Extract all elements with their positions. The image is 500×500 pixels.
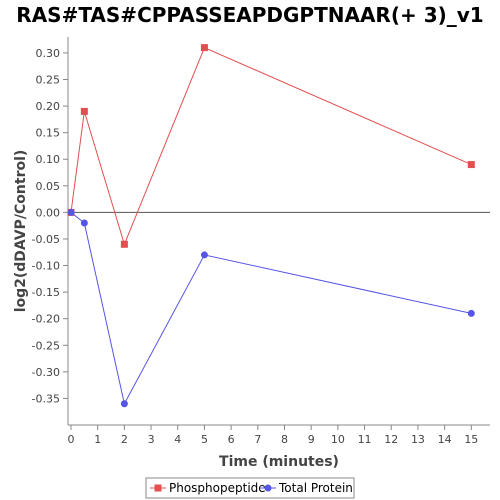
x-tick-label: 11 xyxy=(358,433,372,446)
y-axis-label: log2(dDAVP/Control) xyxy=(13,150,29,313)
legend-marker xyxy=(154,484,162,492)
y-tick-label: 0.15 xyxy=(36,127,61,140)
y-tick-label: -0.30 xyxy=(32,366,60,379)
series-total-protein xyxy=(67,208,475,408)
legend-item: Total Protein xyxy=(260,481,353,495)
y-tick-label: -0.10 xyxy=(32,260,60,273)
legend-label: Phosphopeptide xyxy=(169,481,266,495)
y-tick-label: 0.25 xyxy=(36,74,61,87)
x-tick-label: 3 xyxy=(148,433,155,446)
data-point xyxy=(200,44,208,52)
y-tick-label: 0.05 xyxy=(36,180,61,193)
data-point xyxy=(80,219,88,227)
y-tick-label: -0.05 xyxy=(32,233,60,246)
x-tick-label: 15 xyxy=(464,433,478,446)
y-tick-label: -0.35 xyxy=(32,392,60,405)
y-tick-label: 0.10 xyxy=(36,153,61,166)
plot-area xyxy=(68,37,490,425)
y-tick-label: 0.20 xyxy=(36,100,61,113)
x-tick-label: 14 xyxy=(438,433,452,446)
x-tick-label: 13 xyxy=(411,433,425,446)
legend-box xyxy=(145,477,355,499)
x-axis-label: Time (minutes) xyxy=(219,454,339,470)
x-axis: 0 1 2 3 4 5 6 7 8 9 10 11 12 13 14 15 xyxy=(68,425,478,446)
x-tick-label: 5 xyxy=(201,433,208,446)
data-point xyxy=(80,107,88,115)
x-tick-label: 1 xyxy=(94,433,101,446)
legend: Phosphopeptide Total Protein xyxy=(145,477,355,499)
data-point xyxy=(120,400,128,408)
data-point xyxy=(67,208,75,216)
legend-label: Total Protein xyxy=(278,481,353,495)
x-tick-label: 10 xyxy=(331,433,345,446)
x-tick-label: 12 xyxy=(384,433,398,446)
y-tick-label: -0.25 xyxy=(32,339,60,352)
data-point xyxy=(200,251,208,259)
y-tick-label: 0.30 xyxy=(36,47,61,60)
x-tick-label: 0 xyxy=(68,433,75,446)
x-tick-label: 7 xyxy=(254,433,261,446)
y-axis: 0.30 0.25 0.20 0.15 0.10 0.05 0.00 -0.05 -0.10 -0… xyxy=(32,47,68,405)
x-tick-label: 6 xyxy=(228,433,235,446)
data-point xyxy=(467,161,475,169)
legend-marker xyxy=(264,484,272,492)
y-tick-label: -0.20 xyxy=(32,313,60,326)
y-tick-label: 0.00 xyxy=(36,206,61,219)
data-point xyxy=(120,240,128,248)
x-tick-label: 9 xyxy=(308,433,315,446)
x-tick-label: 2 xyxy=(121,433,128,446)
x-tick-label: 8 xyxy=(281,433,288,446)
legend-item: Phosphopeptide xyxy=(150,481,266,495)
data-point xyxy=(467,309,475,317)
x-tick-label: 4 xyxy=(174,433,181,446)
series-layer xyxy=(67,44,475,408)
y-tick-label: -0.15 xyxy=(32,286,60,299)
chart-title: RAS#TAS#CPPASSEAPDGPTNAAR(+ 3)_v1 xyxy=(16,3,483,27)
